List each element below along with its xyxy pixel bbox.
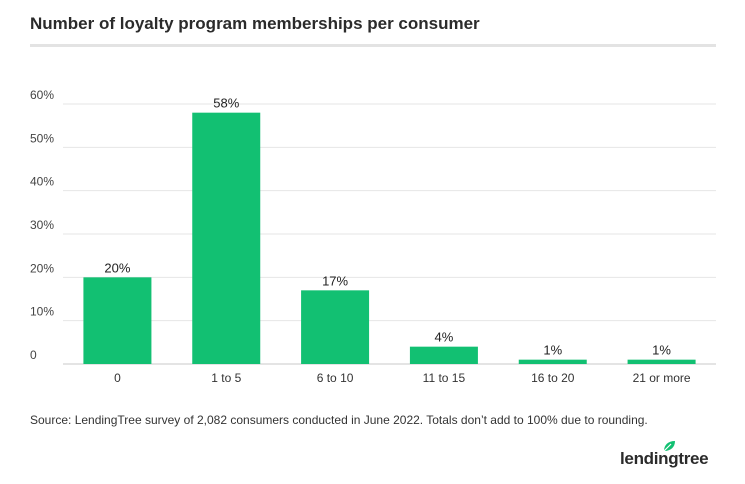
leaf-icon [663, 441, 675, 452]
bar-chart: 0 10% 20% 30% 40% 50% 60% 20% 0 58% 1 to 5 17% 6 to … [30, 88, 716, 385]
data-label: 17% [322, 273, 348, 288]
bar [83, 277, 152, 364]
y-tick-label: 60% [30, 88, 54, 102]
y-tick-label: 20% [30, 261, 54, 275]
bar [627, 359, 696, 364]
data-label: 1% [543, 343, 562, 358]
x-tick-label: 11 to 15 [423, 371, 466, 385]
bar [301, 290, 370, 364]
title-divider [30, 44, 716, 47]
x-tick-label: 1 to 5 [211, 371, 241, 385]
lendingtree-logo: lendingtree [620, 440, 720, 474]
x-tick-label: 6 to 10 [317, 371, 354, 385]
y-tick-label: 30% [30, 218, 54, 232]
data-label: 1% [652, 343, 671, 358]
y-tick-label: 10% [30, 305, 54, 319]
x-tick-label: 16 to 20 [531, 371, 575, 385]
logo-wordmark: lendingtree [620, 449, 709, 468]
bar [409, 346, 478, 364]
bar [518, 359, 587, 364]
data-label: 4% [435, 330, 454, 345]
y-tick-label: 50% [30, 131, 54, 145]
bar [192, 112, 261, 365]
chart-title: Number of loyalty program memberships pe… [30, 14, 480, 33]
x-tick-label: 21 or more [633, 371, 691, 385]
x-tick-label: 0 [114, 371, 121, 385]
data-label: 58% [213, 96, 239, 111]
data-label: 20% [104, 260, 130, 275]
source-note: Source: LendingTree survey of 2,082 cons… [30, 413, 648, 427]
y-tick-label: 40% [30, 175, 54, 189]
y-tick-label: 0 [30, 348, 37, 362]
